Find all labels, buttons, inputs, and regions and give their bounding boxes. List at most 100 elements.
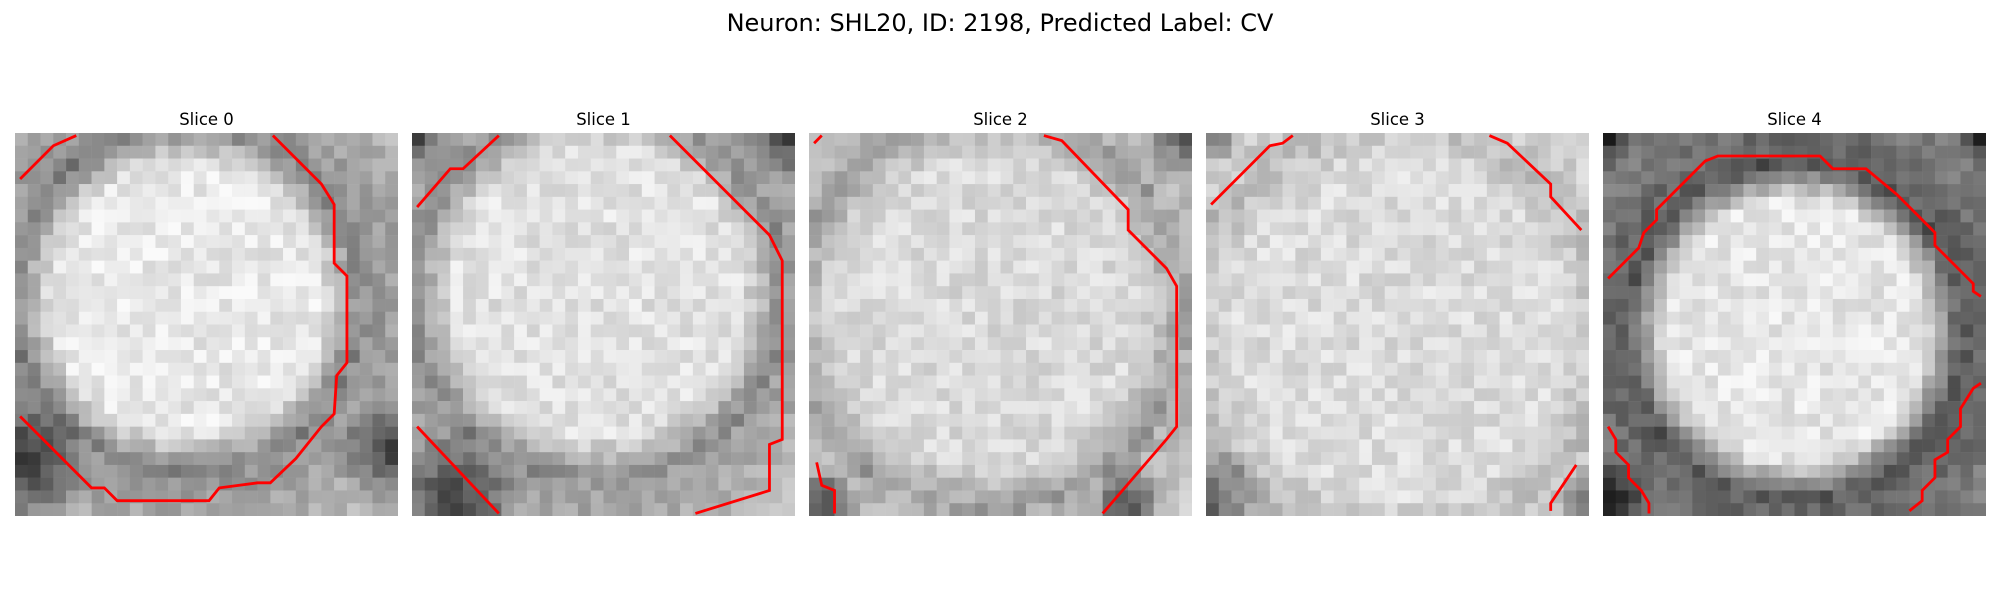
pixel xyxy=(1013,490,1027,504)
pixel xyxy=(731,350,745,364)
pixel xyxy=(680,401,694,415)
pixel xyxy=(1768,286,1782,300)
pixel xyxy=(1295,452,1309,466)
pixel xyxy=(53,273,67,287)
pixel xyxy=(1768,362,1782,376)
pixel xyxy=(756,145,770,159)
pixel xyxy=(1973,235,1986,249)
pixel xyxy=(603,158,617,172)
pixel xyxy=(1628,362,1642,376)
pixel xyxy=(1909,209,1923,223)
pixel xyxy=(949,222,963,236)
pixel xyxy=(641,388,655,402)
pixel xyxy=(1973,401,1986,415)
pixel xyxy=(847,362,861,376)
pixel xyxy=(450,362,464,376)
pixel xyxy=(552,426,566,440)
pixel xyxy=(1832,286,1846,300)
pixel xyxy=(501,477,515,491)
pixel xyxy=(1692,362,1706,376)
pixel xyxy=(283,260,297,274)
pixel xyxy=(1871,260,1885,274)
pixel xyxy=(692,490,706,504)
pixel xyxy=(334,235,348,249)
pixel xyxy=(526,273,540,287)
pixel xyxy=(1705,452,1719,466)
pixel xyxy=(437,350,451,364)
pixel xyxy=(974,184,988,198)
pixel xyxy=(1525,184,1539,198)
pixel xyxy=(1244,401,1258,415)
pixel xyxy=(359,503,373,516)
pixel xyxy=(1435,158,1449,172)
pixel xyxy=(1051,350,1065,364)
pixel xyxy=(475,311,489,325)
pixel xyxy=(53,362,67,376)
pixel xyxy=(257,362,271,376)
pixel xyxy=(1973,337,1986,351)
pixel xyxy=(475,375,489,389)
pixel xyxy=(1896,375,1910,389)
pixel xyxy=(756,452,770,466)
pixel xyxy=(27,311,41,325)
pixel xyxy=(129,222,143,236)
pixel xyxy=(1140,413,1154,427)
pixel xyxy=(1320,273,1334,287)
pixel xyxy=(321,477,335,491)
pixel xyxy=(1384,209,1398,223)
pixel xyxy=(1756,350,1770,364)
pixel xyxy=(1282,196,1296,210)
pixel xyxy=(27,133,41,147)
pixel xyxy=(1102,298,1116,312)
pixel xyxy=(1922,286,1936,300)
pixel xyxy=(206,222,220,236)
pixel xyxy=(1871,337,1885,351)
pixel xyxy=(1231,324,1245,338)
pixel xyxy=(1973,286,1986,300)
pixel xyxy=(1359,337,1373,351)
pixel xyxy=(1140,503,1154,516)
pixel xyxy=(155,273,169,287)
pixel xyxy=(1371,209,1385,223)
pixel xyxy=(1909,171,1923,185)
pixel xyxy=(641,286,655,300)
pixel xyxy=(923,235,937,249)
pixel xyxy=(1397,158,1411,172)
pixel xyxy=(603,439,617,453)
pixel xyxy=(475,209,489,223)
pixel xyxy=(756,209,770,223)
pixel xyxy=(1359,464,1373,478)
pixel xyxy=(1871,388,1885,402)
pixel xyxy=(577,426,591,440)
pixel xyxy=(526,184,540,198)
pixel xyxy=(1013,324,1027,338)
pixel xyxy=(117,426,131,440)
pixel xyxy=(475,401,489,415)
pixel xyxy=(1320,158,1334,172)
pixel xyxy=(1064,235,1078,249)
pixel xyxy=(1654,247,1668,261)
pixel xyxy=(1448,273,1462,287)
pixel xyxy=(1077,171,1091,185)
pixel xyxy=(692,184,706,198)
pixel xyxy=(437,196,451,210)
pixel xyxy=(1730,171,1744,185)
pixel xyxy=(475,452,489,466)
pixel xyxy=(463,247,477,261)
pixel xyxy=(1346,260,1360,274)
pixel xyxy=(1448,286,1462,300)
pixel xyxy=(1038,337,1052,351)
pixel xyxy=(412,362,426,376)
pixel xyxy=(1909,145,1923,159)
pixel xyxy=(129,477,143,491)
pixel xyxy=(743,324,757,338)
pixel xyxy=(40,439,54,453)
pixel xyxy=(104,222,118,236)
pixel xyxy=(629,324,643,338)
pixel xyxy=(424,133,438,147)
pixel xyxy=(334,464,348,478)
pixel xyxy=(949,413,963,427)
pixel xyxy=(1359,298,1373,312)
pixel xyxy=(1013,413,1027,427)
pixel xyxy=(1397,426,1411,440)
